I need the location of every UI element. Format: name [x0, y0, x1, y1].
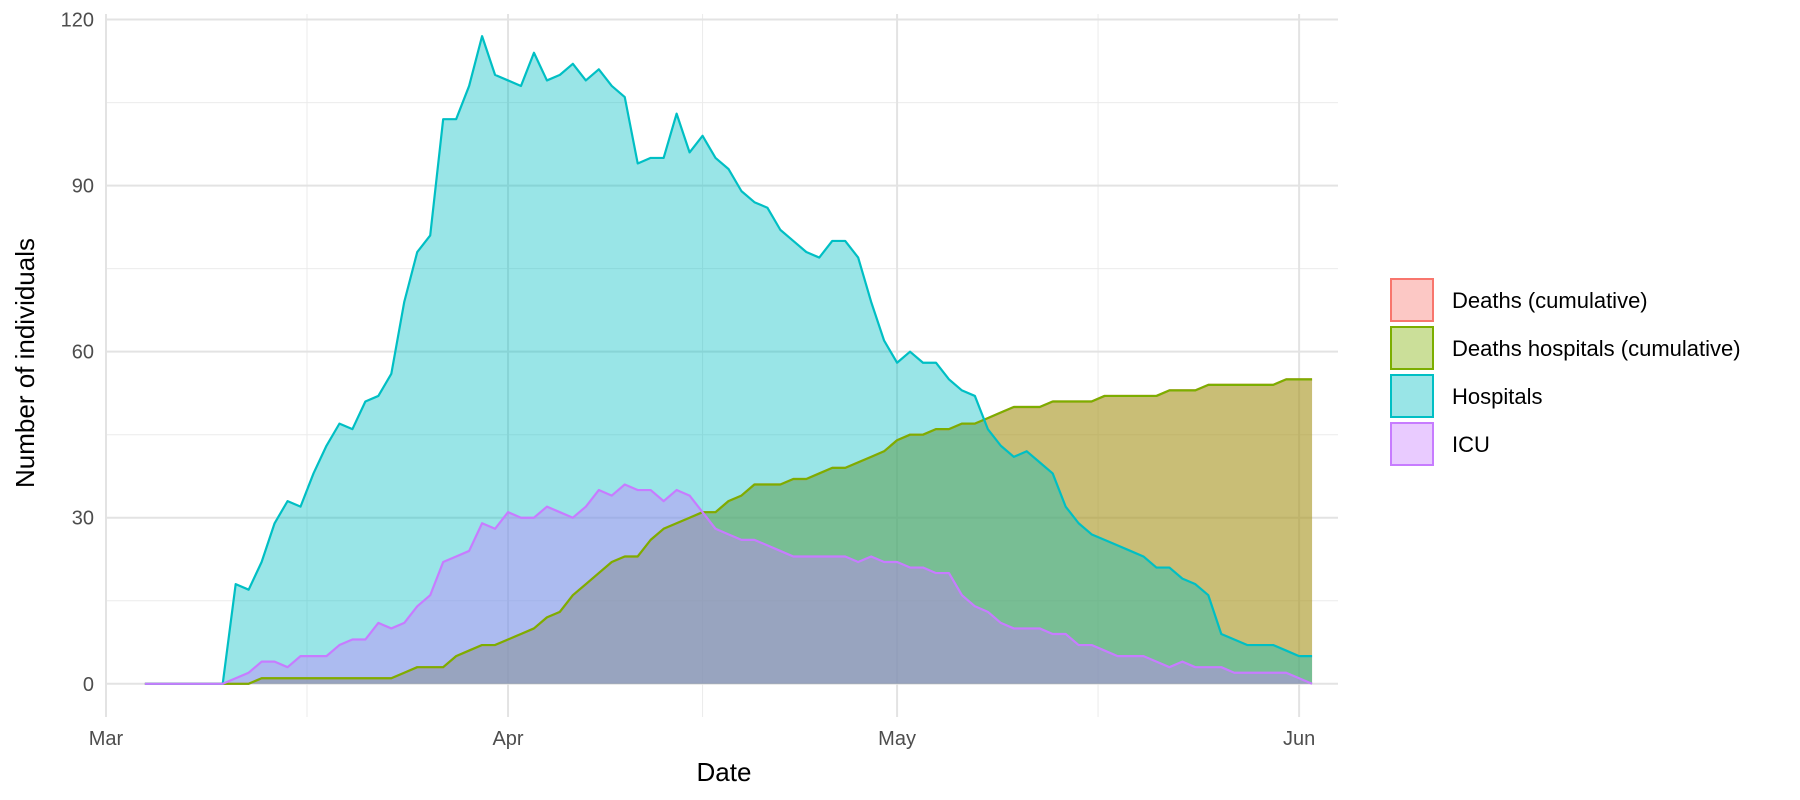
- series-area-0: [144, 379, 1313, 684]
- series-area-2: [144, 36, 1313, 684]
- y-tick-label: 30: [72, 508, 94, 530]
- legend-key-1: [1390, 326, 1434, 370]
- legend: Deaths (cumulative) Deaths hospitals (cum…: [1390, 278, 1741, 466]
- x-tick-label: Apr: [492, 728, 523, 750]
- legend-key-0: [1390, 278, 1434, 322]
- legend-label-2: Hospitals: [1452, 384, 1542, 409]
- x-tick-label: May: [878, 728, 916, 750]
- legend-key-bg: [1390, 278, 1434, 322]
- x-tick-label: Jun: [1283, 728, 1315, 750]
- major-gridlines: [105, 14, 1338, 717]
- y-tick-labels: 0 30 60 90 120: [61, 10, 94, 696]
- minor-gridlines: [106, 14, 1338, 717]
- legend-key-3: [1390, 422, 1434, 466]
- x-tick-labels: Mar Apr May Jun: [89, 728, 1315, 750]
- legend-key-bg: [1390, 422, 1434, 466]
- y-tick-label: 0: [83, 674, 94, 696]
- series-line-1: [144, 378, 1313, 685]
- x-axis-title: Date: [697, 757, 752, 787]
- legend-key-bg: [1390, 374, 1434, 418]
- series-line-2: [144, 35, 1313, 685]
- series-area-1: [144, 379, 1313, 684]
- y-tick-label: 60: [72, 342, 94, 364]
- series-line-3: [144, 483, 1313, 685]
- y-tick-label: 120: [61, 10, 94, 32]
- y-tick-label: 90: [72, 176, 94, 198]
- legend-label-1: Deaths hospitals (cumulative): [1452, 336, 1741, 361]
- series-areas: [144, 36, 1313, 684]
- series-lines: [144, 35, 1313, 685]
- legend-key-bg: [1390, 326, 1434, 370]
- legend-key-2: [1390, 374, 1434, 418]
- legend-label-3: ICU: [1452, 432, 1490, 457]
- y-axis-title: Number of individuals: [10, 238, 40, 488]
- legend-label-0: Deaths (cumulative): [1452, 288, 1648, 313]
- x-tick-label: Mar: [89, 728, 124, 750]
- series-area-3: [144, 484, 1313, 684]
